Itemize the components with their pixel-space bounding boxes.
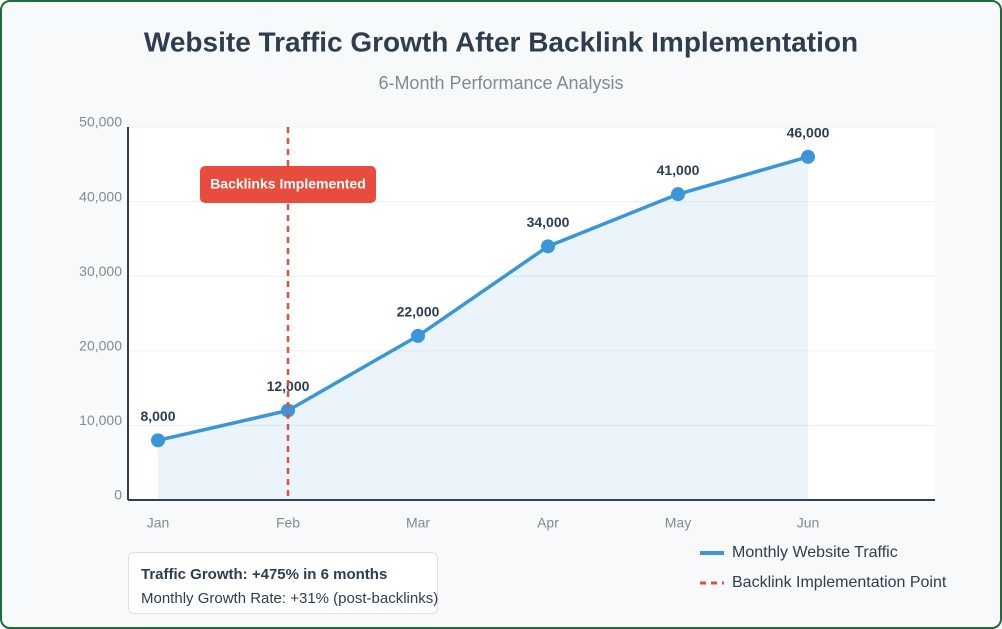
value-label: 12,000 xyxy=(267,378,310,394)
marker-label: Backlinks Implemented xyxy=(210,176,366,192)
y-tick-label: 30,000 xyxy=(79,263,122,279)
value-label: 46,000 xyxy=(787,125,830,141)
x-tick-label: May xyxy=(665,515,691,531)
point xyxy=(281,403,295,418)
x-tick-label: Apr xyxy=(537,515,559,531)
info-line: Traffic Growth: +475% in 6 months xyxy=(141,566,388,583)
x-tick-label: Feb xyxy=(276,515,300,531)
value-label: 22,000 xyxy=(397,304,440,320)
value-label: 41,000 xyxy=(657,162,700,178)
x-tick-label: Jan xyxy=(147,515,170,531)
y-tick-label: 0 xyxy=(114,487,122,503)
legend-label: Monthly Website Traffic xyxy=(732,544,898,561)
chart-subtitle: 6-Month Performance Analysis xyxy=(378,73,623,93)
info-line: Monthly Growth Rate: +31% (post-backlink… xyxy=(141,590,439,607)
marker-badge xyxy=(200,166,376,203)
y-tick-label: 10,000 xyxy=(79,412,122,428)
point xyxy=(151,433,165,448)
area xyxy=(158,156,808,500)
line xyxy=(157,155,809,443)
y-tick-label: 50,000 xyxy=(79,114,122,130)
value-label: 34,000 xyxy=(527,214,570,230)
x-tick-label: Jun xyxy=(797,515,820,531)
y-tick-label: 40,000 xyxy=(79,188,122,204)
point xyxy=(801,149,815,164)
point xyxy=(671,187,685,202)
point xyxy=(411,328,425,343)
info-box: Traffic Growth: +475% in 6 months Monthl… xyxy=(128,552,438,614)
x-tick-label: Mar xyxy=(406,515,430,531)
value-label: 8,000 xyxy=(140,408,175,424)
y-tick-label: 20,000 xyxy=(79,338,122,354)
chart-title: Website Traffic Growth After Backlink Im… xyxy=(144,26,858,57)
legend-label: Backlink Implementation Point xyxy=(732,574,947,591)
point xyxy=(541,239,555,254)
